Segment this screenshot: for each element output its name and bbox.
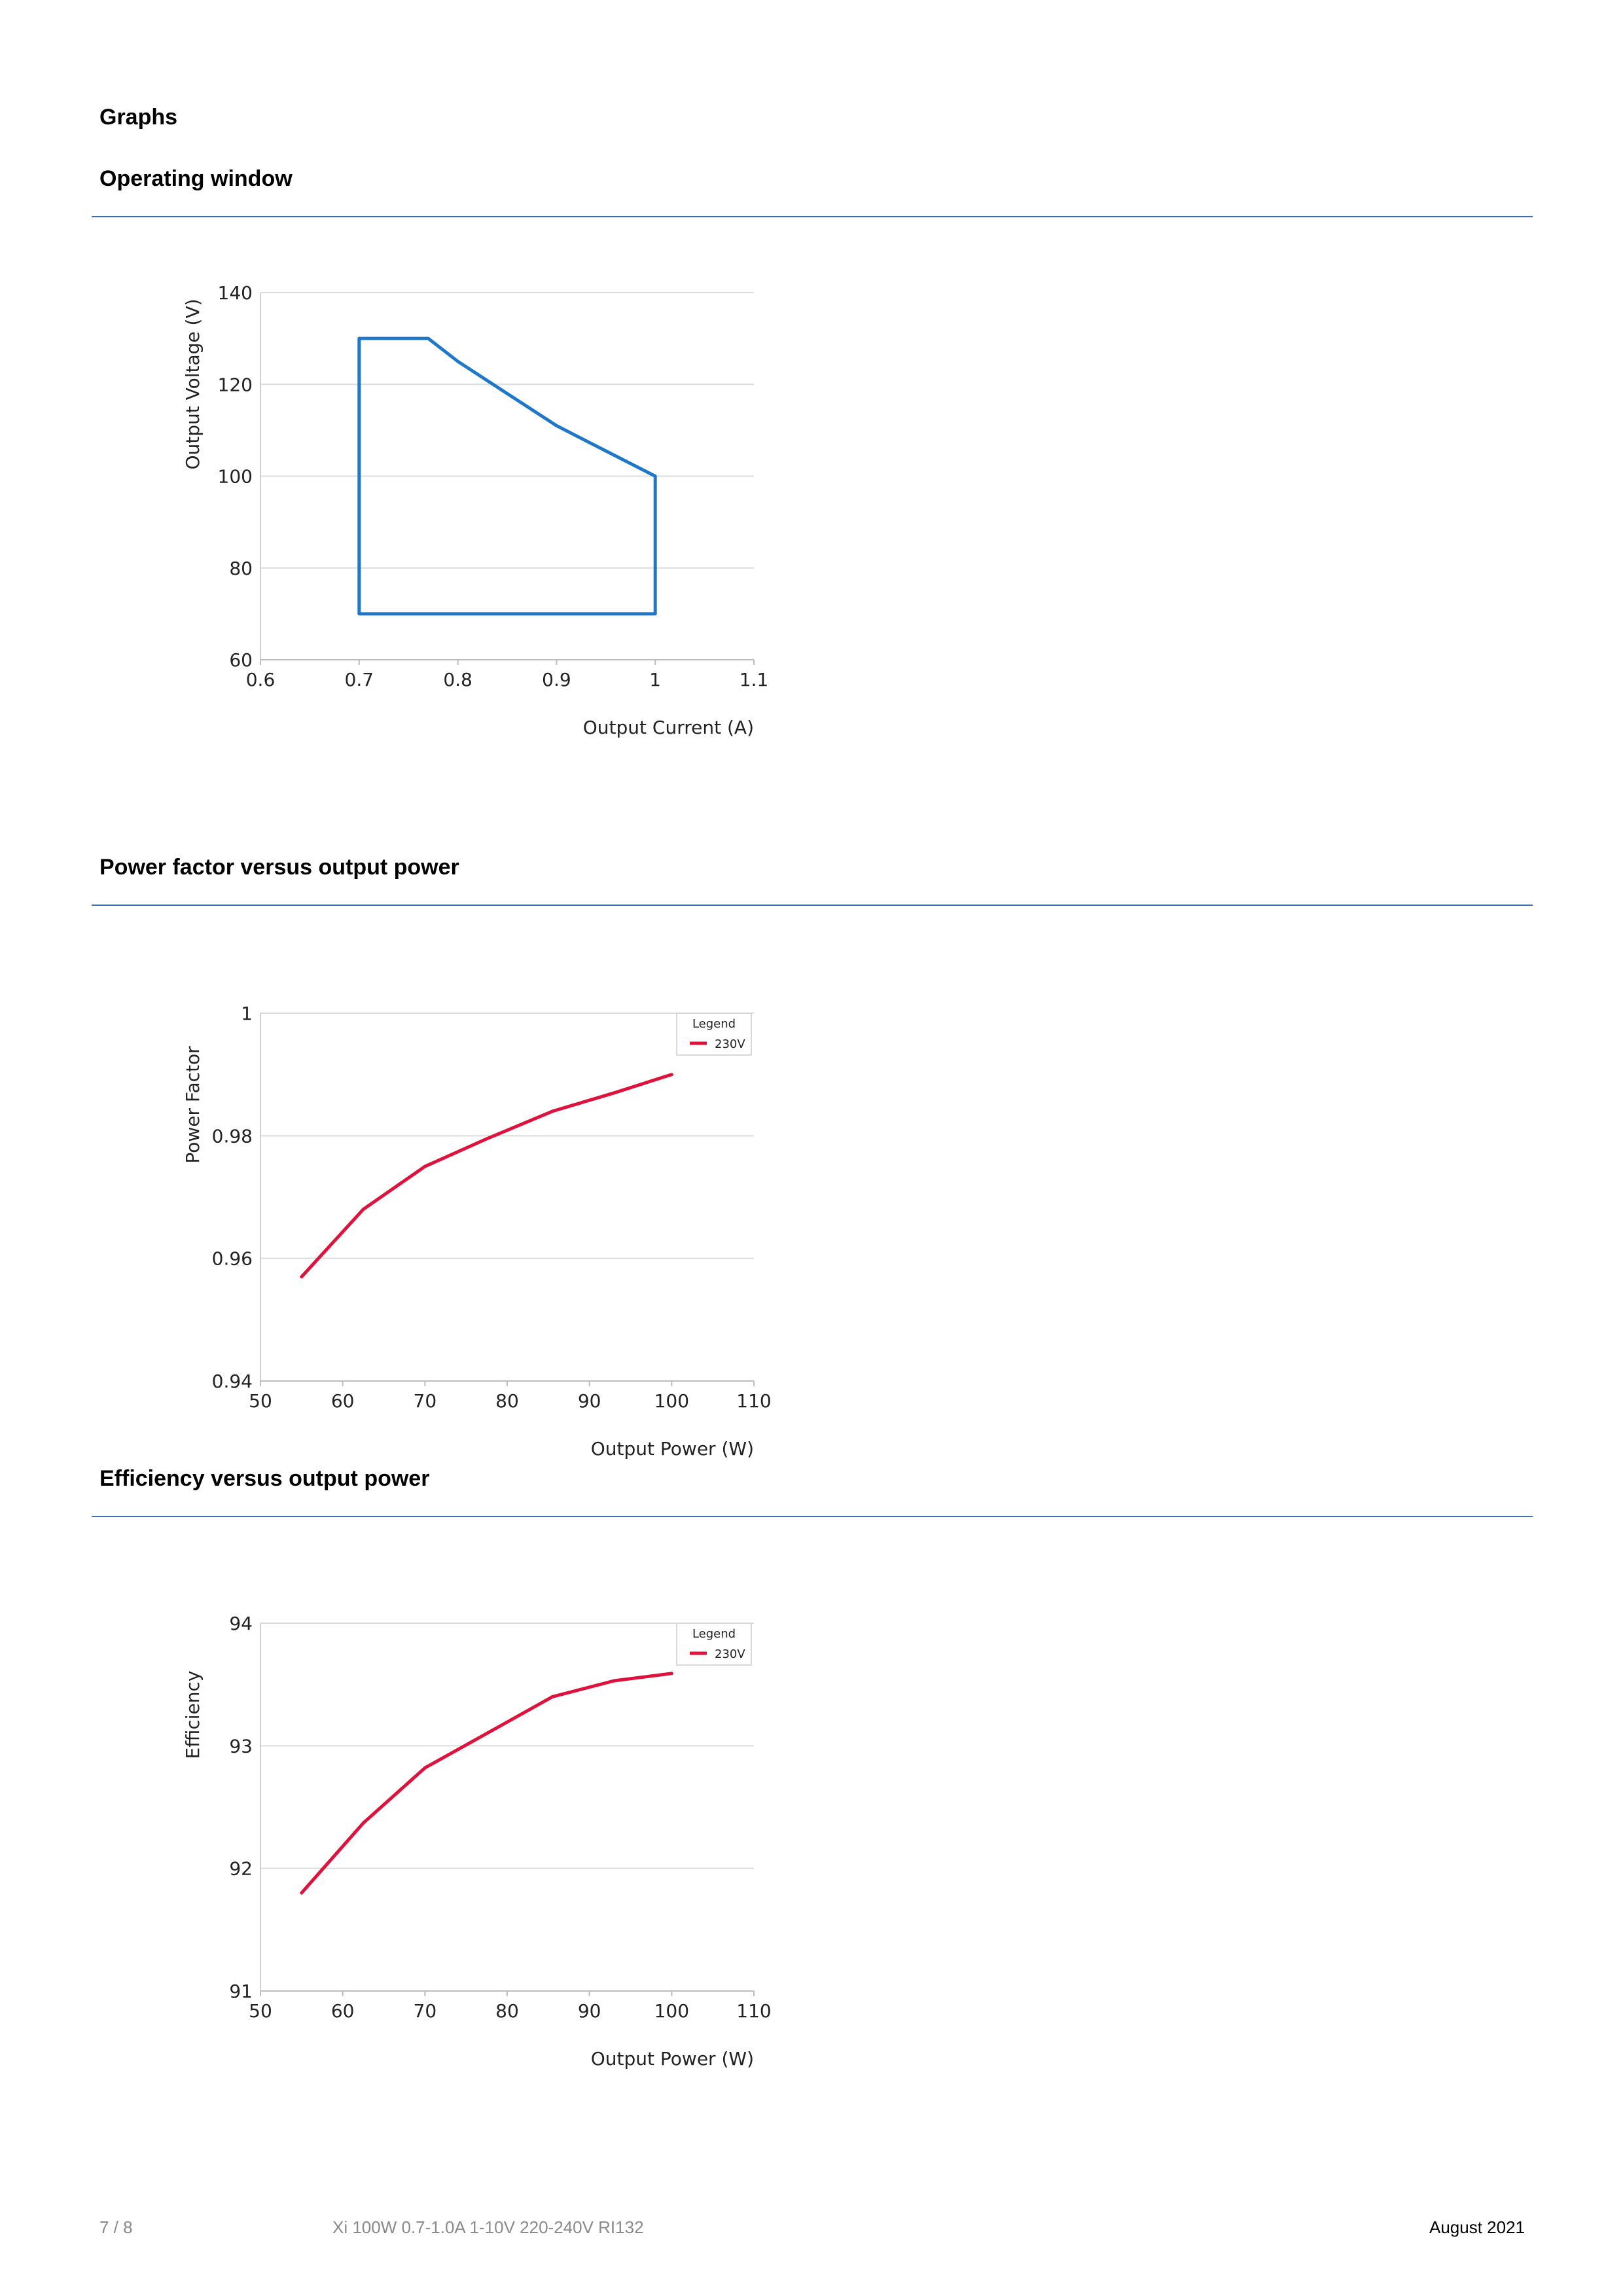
legend-label: 230V [715,1647,745,1661]
section-title-operating-window: Operating window [99,166,293,191]
x-axis-title: Output Power (W) [591,1438,754,1460]
power-factor-chart: 0.94 0.96 0.98 1 50 60 70 80 90 100 110 Output Powe… [182,1003,772,1460]
footer-page-number: 7 / 8 [99,2217,133,2237]
y-tick-label: 60 [229,649,253,671]
section-divider [92,1516,1533,1517]
section-divider [92,905,1533,906]
x-tick-label: 100 [654,2000,689,2022]
footer-date: August 2021 [1429,2217,1525,2237]
y-axis-title: Efficiency [182,1671,204,1759]
y-tick-label: 0.96 [212,1248,253,1270]
legend-box [676,1013,752,1056]
x-tick-label: 50 [249,2000,272,2022]
x-tick-label: 80 [495,2000,519,2022]
x-tick-label: 70 [414,1390,437,1412]
x-axis-title: Output Current (A) [583,717,754,738]
y-tick-label: 1 [241,1003,253,1024]
efficiency-chart: 91 92 93 94 50 60 70 80 90 100 110 Output Power (W)… [182,1613,772,2070]
x-tick-label: 1 [649,669,661,691]
operating-window-chart: 60 80 100 120 140 0.6 0.7 0.8 0.9 1 1.1 Output Curr… [182,282,769,738]
x-tick-label: 0.8 [443,669,473,691]
y-tick-label: 94 [229,1613,253,1634]
series-line [357,336,657,616]
x-tick-label: 50 [249,1390,272,1412]
x-tick-label: 0.7 [345,669,374,691]
section-divider [92,216,1533,217]
x-tick-label: 60 [331,2000,355,2022]
x-tick-label: 110 [736,1390,771,1412]
y-tick-label: 80 [229,558,253,579]
x-tick-label: 1.1 [740,669,769,691]
footer-product-name: Xi 100W 0.7-1.0A 1-10V 220-240V RI132 [332,2217,644,2237]
page-heading: Graphs [99,105,178,130]
x-tick-label: 80 [495,1390,519,1412]
y-tick-label: 140 [218,282,253,304]
y-tick-label: 0.98 [212,1125,253,1147]
section-title-power-factor: Power factor versus output power [99,855,459,880]
series-line-230v [300,1073,673,1279]
x-tick-label: 0.6 [246,669,276,691]
y-axis-title: Power Factor [182,1046,204,1164]
x-tick-label: 90 [578,2000,601,2022]
x-tick-label: 70 [414,2000,437,2022]
x-tick-label: 0.9 [542,669,571,691]
y-tick-label: 0.94 [212,1371,253,1392]
legend-title: Legend [692,1017,736,1031]
x-tick-label: 100 [654,1390,689,1412]
legend-title: Legend [692,1627,736,1641]
y-axis-title: Output Voltage (V) [182,298,204,469]
y-tick-label: 92 [229,1858,253,1880]
x-tick-label: 90 [578,1390,601,1412]
section-title-efficiency: Efficiency versus output power [99,1466,430,1491]
y-tick-label: 93 [229,1735,253,1757]
series-line-230v [300,1672,673,1895]
x-tick-label: 110 [736,2000,771,2022]
y-tick-label: 91 [229,1981,253,2002]
legend-box [676,1623,752,1666]
y-tick-label: 100 [218,466,253,488]
y-tick-label: 120 [218,374,253,395]
x-tick-label: 60 [331,1390,355,1412]
legend-label: 230V [715,1037,745,1051]
x-axis-title: Output Power (W) [591,2048,754,2070]
